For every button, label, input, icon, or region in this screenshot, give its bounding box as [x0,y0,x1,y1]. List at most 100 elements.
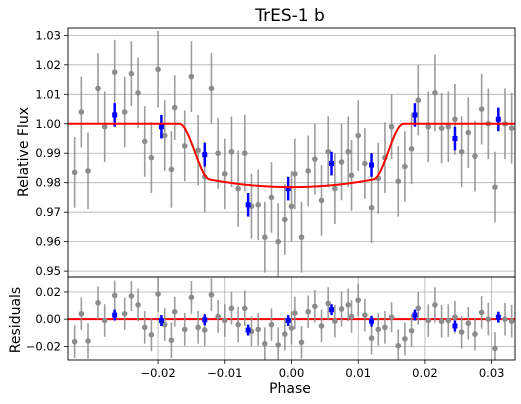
data-point [262,234,268,241]
x-tick-label: −0.02 [140,366,175,380]
data-point [221,171,228,177]
binned-point [202,152,208,158]
data-point [395,342,402,349]
data-point [478,309,485,316]
data-point [318,323,325,329]
data-point [402,336,408,342]
data-point [382,324,388,331]
data-point [408,146,415,152]
binned-point [369,162,375,168]
data-point [292,310,298,316]
x-tick-label: −0.01 [207,366,242,380]
data-point [395,178,402,185]
binned-point [245,202,251,208]
data-point [355,132,362,139]
data-point [228,148,235,155]
data-point [128,293,135,299]
data-point [181,326,188,333]
binned-point [452,136,458,142]
data-point [171,104,178,111]
binned-point [412,112,418,118]
y-tick-label: 0.98 [35,176,61,190]
y-tick-label: 0.00 [35,312,61,326]
data-point [208,291,215,298]
data-point [452,314,458,320]
data-point [78,109,85,115]
y-tick-label: 1.01 [35,87,61,101]
data-point [85,168,91,174]
data-point [368,204,375,211]
data-point [95,85,101,92]
y-axis-label-main: Relative Flux [16,107,32,197]
data-point [85,338,91,344]
data-point [241,305,248,312]
data-point [215,313,221,320]
y-axis-label-residuals: Residuals [8,287,24,353]
data-point [71,169,78,176]
data-point [148,332,155,338]
data-point [425,317,432,324]
binned-point [329,161,335,167]
data-point [438,125,445,131]
data-point [465,129,472,136]
data-point [282,331,288,337]
transit-model-line [68,122,515,189]
data-point [101,317,108,324]
data-point [458,329,465,335]
data-point [171,308,178,315]
data-point [208,85,215,92]
data-point [388,123,395,130]
binned-point [158,124,164,130]
data-point [262,340,268,347]
data-point [135,302,141,308]
data-point [101,123,108,130]
data-point [368,335,375,342]
x-axis-label: Phase [269,381,311,397]
data-point [111,69,118,76]
data-point [135,90,141,96]
data-point [195,324,201,331]
data-point [148,154,155,161]
data-point [458,148,465,155]
y-tick-label: 0.99 [35,146,61,160]
data-point [292,171,298,177]
data-point [161,132,168,139]
data-point [452,116,458,123]
data-point [161,321,168,328]
data-point [78,310,85,317]
binned-point [245,327,251,333]
main-panel: 0.95 0.96 0.97 0.98 0.99 1.00 1.01 1.02 1.03 [35,27,516,278]
data-point [275,238,281,245]
data-point [415,305,422,312]
data-point [181,143,188,149]
residuals-frame [67,276,516,361]
binned-point [452,323,458,329]
y-tick-label: 0.02 [35,285,61,299]
y-tick-label: 1.03 [35,28,61,42]
data-point [141,138,148,145]
binned-point [495,314,501,320]
data-point [71,338,78,345]
data-point [425,123,432,130]
data-point [241,150,248,157]
data-point [188,73,195,80]
data-point [485,316,492,322]
data-point [338,159,345,165]
data-point [275,342,281,348]
main-plot-area [68,30,515,277]
data-point [95,300,101,306]
data-point [325,148,331,155]
x-tick-label: 0.02 [412,366,438,380]
chart-title: TrES-1 b [254,6,325,26]
data-point [312,156,318,162]
binned-point [158,318,164,324]
data-point [325,300,331,307]
data-point [492,345,498,352]
x-tick-label: 0.00 [279,366,305,380]
data-point [228,305,235,312]
binned-point [112,112,118,118]
data-point [121,109,128,115]
data-point [348,313,355,320]
data-point [408,327,415,334]
